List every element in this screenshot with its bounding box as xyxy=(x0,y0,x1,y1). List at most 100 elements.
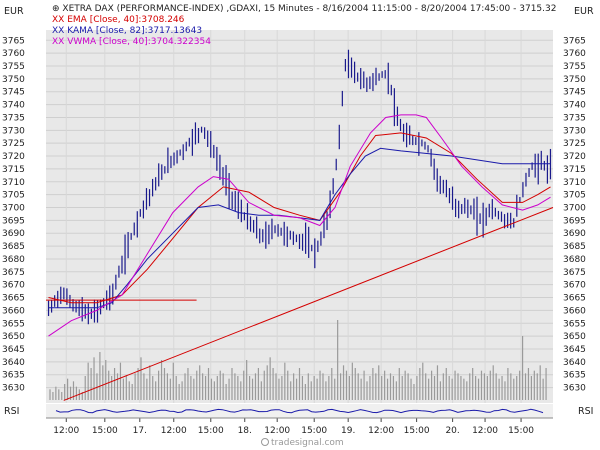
x-tick-label: 18. xyxy=(238,426,252,436)
y-tick-label: 3635 xyxy=(563,371,586,381)
y-tick-label: 3670 xyxy=(2,281,25,291)
y-tick-label: 3740 xyxy=(563,101,586,111)
y-tick-label: 3635 xyxy=(2,371,25,381)
y-tick-label: 3765 xyxy=(563,36,586,46)
y-tick-label: 3700 xyxy=(563,203,586,213)
y-tick-label: 3755 xyxy=(563,62,586,72)
currency-label-left: EUR xyxy=(4,6,24,17)
y-tick-label: 3730 xyxy=(563,126,586,136)
rsi-label-left: RSI xyxy=(4,406,19,417)
y-tick-label: 3660 xyxy=(2,306,25,316)
support-trendline xyxy=(63,207,554,401)
legend-ema: XX EMA [Close, 40]:3708.246 xyxy=(52,15,185,25)
y-tick-label: 3745 xyxy=(2,88,25,98)
y-tick-label: 3690 xyxy=(2,229,25,239)
watermark-text: tradesignal.com xyxy=(271,438,344,448)
y-tick-label: 3665 xyxy=(2,294,25,304)
y-tick-label: 3665 xyxy=(563,294,586,304)
y-tick-label: 3730 xyxy=(2,126,25,136)
y-tick-label: 3750 xyxy=(2,75,25,85)
x-tick-label: 19. xyxy=(341,426,355,436)
y-tick-label: 3640 xyxy=(563,358,586,368)
y-tick-label: 3680 xyxy=(563,255,586,265)
x-tick-label: 12:00 xyxy=(53,426,79,436)
y-tick-label: 3655 xyxy=(2,319,25,329)
rsi-panel xyxy=(46,404,553,418)
y-tick-label: 3645 xyxy=(563,345,586,355)
x-tick-label: 12:00 xyxy=(264,426,290,436)
y-tick-label: 3675 xyxy=(563,268,586,278)
y-tick-label: 3740 xyxy=(2,101,25,111)
y-tick-label: 3705 xyxy=(563,191,586,201)
y-tick-label: 3685 xyxy=(563,242,586,252)
legend-vwma: XX VWMA [Close, 40]:3704.322354 xyxy=(52,37,211,47)
y-tick-label: 3735 xyxy=(2,113,25,123)
y-tick-label: 3695 xyxy=(563,216,586,226)
vwma-series-line xyxy=(48,114,551,337)
x-tick-label: 15:00 xyxy=(92,426,118,436)
y-tick-label: 3630 xyxy=(563,384,586,394)
legend-kama: XX KAMA [Close, 82]:3717.13643 xyxy=(52,26,202,36)
x-tick-label: 15:00 xyxy=(198,426,224,436)
x-axis: 12:00 15:00 17. 12:00 15:00 18. 12:00 15:00 19. 1… xyxy=(46,417,553,436)
y-tick-label: 3705 xyxy=(2,191,25,201)
y-tick-label: 3640 xyxy=(2,358,25,368)
y-tick-label: 3695 xyxy=(2,216,25,226)
y-tick-label: 3655 xyxy=(563,319,586,329)
y-tick-label: 3650 xyxy=(2,332,25,342)
x-tick-label: 12:00 xyxy=(161,426,187,436)
y-tick-label: 3745 xyxy=(563,88,586,98)
rsi-label-right: RSI xyxy=(578,406,593,417)
y-tick-label: 3765 xyxy=(2,36,25,46)
y-tick-label: 3750 xyxy=(563,75,586,85)
title-pin-icon: ⊕ xyxy=(52,4,62,14)
rsi-line xyxy=(55,408,544,414)
y-tick-label: 3670 xyxy=(563,281,586,291)
y-tick-label: 3680 xyxy=(2,255,25,265)
y-tick-label: 3685 xyxy=(2,242,25,252)
x-tick-label: 12:00 xyxy=(472,426,498,436)
legend-kama-label: KAMA [Close, 82]:3717.13643 xyxy=(67,26,202,36)
x-tick-label: 15:00 xyxy=(508,426,534,436)
y-tick-label: 3760 xyxy=(2,49,25,59)
y-tick-label: 3660 xyxy=(563,306,586,316)
y-tick-label: 3735 xyxy=(563,113,586,123)
watermark: tradesignal.com xyxy=(261,438,344,448)
y-tick-label: 3675 xyxy=(2,268,25,278)
y-tick-label: 3725 xyxy=(563,139,586,149)
x-tick-label: 15:00 xyxy=(301,426,327,436)
volume-bars xyxy=(49,320,547,400)
gridlines xyxy=(46,30,553,403)
watermark-logo-icon xyxy=(261,438,269,446)
price-bars xyxy=(47,49,552,325)
y-tick-label: 3715 xyxy=(563,165,586,175)
legend-vwma-marker: XX xyxy=(52,37,64,47)
kama-series-line xyxy=(48,147,551,309)
y-tick-label: 3720 xyxy=(2,152,25,162)
y-axis-right: 3630 3635 3640 3645 3650 3655 3660 3665 3670 3675… xyxy=(563,36,586,393)
y-axis-left: 3630 3635 3640 3645 3650 3655 3660 3665 3670 3675… xyxy=(2,36,25,393)
y-tick-label: 3645 xyxy=(2,345,25,355)
y-tick-label: 3700 xyxy=(2,203,25,213)
x-tick-label: 17. xyxy=(133,426,147,436)
legend-vwma-label: VWMA [Close, 40]:3704.322354 xyxy=(67,37,211,47)
y-tick-label: 3630 xyxy=(2,384,25,394)
y-tick-label: 3710 xyxy=(2,178,25,188)
y-tick-label: 3720 xyxy=(563,152,586,162)
y-tick-label: 3650 xyxy=(563,332,586,342)
x-tick-label: 15:00 xyxy=(404,426,430,436)
y-tick-label: 3715 xyxy=(2,165,25,175)
chart-title: ⊕ XETRA DAX (PERFORMANCE-INDEX) ,GDAXI, … xyxy=(52,4,556,14)
x-tick-label: 12:00 xyxy=(368,426,394,436)
x-tick-label: 20. xyxy=(445,426,459,436)
legend-ema-label: EMA [Close, 40]:3708.246 xyxy=(67,15,184,25)
legend-ema-marker: XX xyxy=(52,15,64,25)
y-tick-label: 3760 xyxy=(563,49,586,59)
legend-kama-marker: XX xyxy=(52,26,64,36)
y-tick-label: 3690 xyxy=(563,229,586,239)
y-tick-label: 3725 xyxy=(2,139,25,149)
y-tick-label: 3755 xyxy=(2,62,25,72)
y-tick-label: 3710 xyxy=(563,178,586,188)
currency-label-right: EUR xyxy=(574,6,594,17)
